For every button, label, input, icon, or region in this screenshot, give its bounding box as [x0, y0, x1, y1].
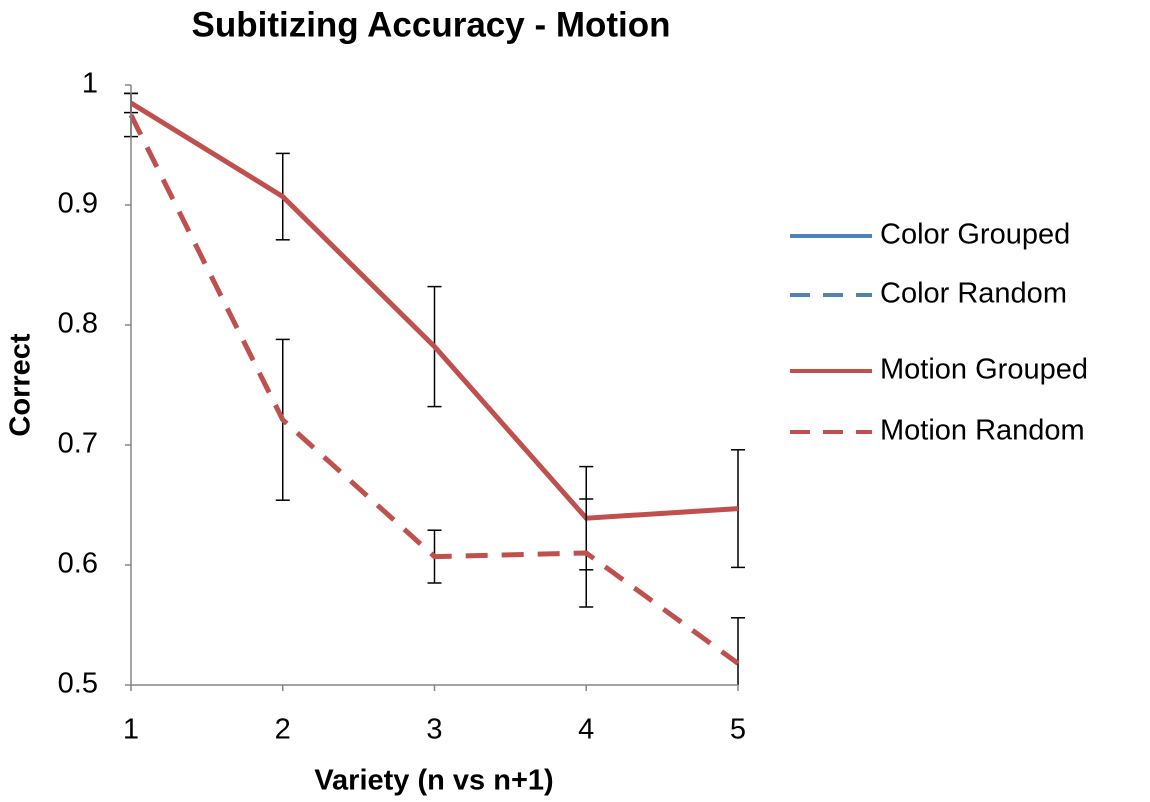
legend-label: Motion Grouped — [880, 354, 1088, 386]
x-tick-label: 1 — [123, 714, 139, 746]
legend-label: Color Random — [880, 278, 1067, 310]
y-tick-label: 0.6 — [58, 548, 98, 580]
legend-label: Motion Random — [880, 415, 1085, 447]
x-tick-label: 4 — [578, 714, 594, 746]
x-tick-label: 2 — [275, 714, 291, 746]
y-tick-label: 0.7 — [58, 428, 98, 460]
y-tick-label: 0.8 — [58, 308, 98, 340]
y-tick-label: 0.9 — [58, 188, 98, 220]
plot-area — [124, 92, 745, 685]
y-tick-label: 1 — [82, 68, 98, 100]
chart-title: Subitizing Accuracy - Motion — [192, 5, 671, 44]
y-axis-label: Correct — [5, 333, 37, 436]
x-tick-label: 3 — [426, 714, 442, 746]
y-tick-label: 0.5 — [58, 668, 98, 700]
legend-label: Color Grouped — [880, 219, 1070, 251]
x-tick-label: 5 — [730, 714, 746, 746]
x-axis-label: Variety (n vs n+1) — [314, 765, 553, 797]
series-line — [128, 113, 740, 666]
series-line — [129, 100, 739, 521]
